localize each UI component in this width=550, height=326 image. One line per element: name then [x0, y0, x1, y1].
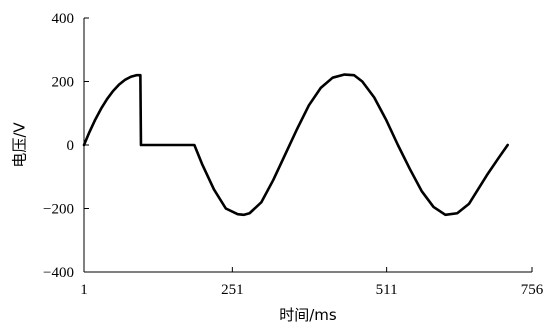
y-tick-label: 200	[52, 75, 75, 91]
x-tick-label: 511	[376, 282, 398, 298]
plot-area	[82, 73, 509, 217]
x-tick-label: 756	[521, 282, 544, 298]
y-ticks: 400 200 0 −200 −400	[43, 11, 89, 281]
y-tick-label: 0	[67, 138, 75, 154]
y-axis-label: 电压/V	[11, 122, 29, 168]
y-tick-label: 400	[52, 11, 75, 27]
x-axis-label: 时间/ms	[279, 306, 337, 324]
x-ticks: 1 251 511 756	[80, 267, 544, 298]
y-tick-label: −400	[43, 265, 74, 281]
x-tick-label: 251	[221, 282, 244, 298]
x-tick-label: 1	[80, 282, 88, 298]
y-tick-label: −200	[43, 202, 74, 218]
voltage-series-line	[82, 73, 509, 217]
